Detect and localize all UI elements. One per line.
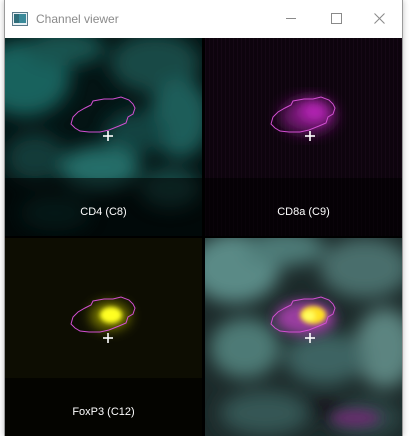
- title-bar[interactable]: Channel viewer: [5, 0, 402, 38]
- channel-panel-composite[interactable]: [205, 238, 402, 436]
- window-title: Channel viewer: [36, 12, 119, 26]
- maximize-button[interactable]: [314, 0, 359, 38]
- channel-viewer-window: Channel viewer: [4, 0, 403, 436]
- background-right-edge: [403, 38, 414, 436]
- channel-label-cd8a: CD8a (C9): [277, 206, 330, 218]
- channel-grid: CD4 (C8): [5, 38, 402, 436]
- channel-label-foxp3: FoxP3 (C12): [72, 406, 135, 418]
- minimize-icon: [286, 18, 296, 19]
- minimize-button[interactable]: [269, 0, 314, 38]
- maximize-icon: [331, 13, 342, 24]
- panel-label-band: [5, 378, 202, 436]
- close-button[interactable]: [357, 0, 402, 38]
- panel-label-band: [5, 178, 202, 236]
- channel-panel-foxp3[interactable]: FoxP3 (C12): [5, 238, 202, 436]
- composite-image: [205, 238, 402, 436]
- channel-label-cd4: CD4 (C8): [80, 206, 127, 218]
- channel-panel-cd4[interactable]: CD4 (C8): [5, 38, 202, 236]
- panel-label-band: [205, 178, 402, 236]
- image-viewer-icon: [12, 12, 28, 26]
- channel-panel-cd8a[interactable]: CD8a (C9): [205, 38, 402, 236]
- close-icon: [374, 13, 385, 24]
